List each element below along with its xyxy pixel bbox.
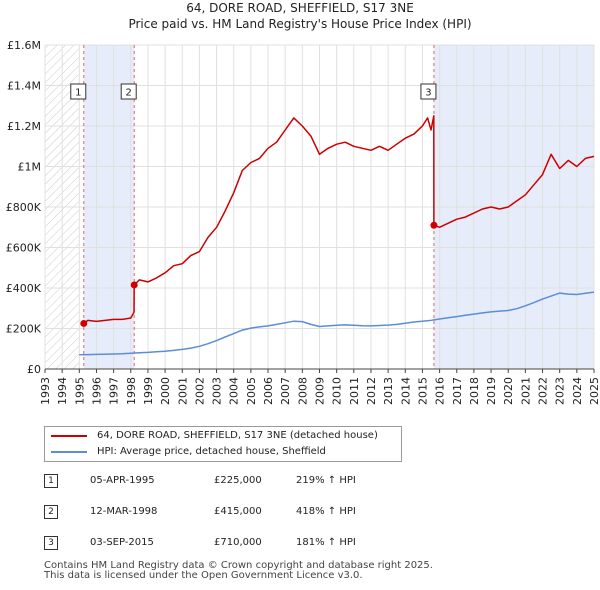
x-tick-label: 2020 — [502, 377, 515, 405]
x-tick-label: 2015 — [416, 377, 429, 405]
footer-line-2: This data is licensed under the Open Gov… — [44, 570, 363, 581]
x-tick-label: 2013 — [382, 377, 395, 405]
x-tick-label: 2022 — [537, 377, 550, 405]
transaction-hpi-change: 219% ↑ HPI — [296, 475, 356, 486]
transaction-point-3 — [430, 221, 438, 229]
footer-line-1: Contains HM Land Registry data © Crown c… — [44, 560, 433, 571]
x-tick-label: 2000 — [159, 377, 172, 405]
x-tick-label: 2001 — [176, 377, 189, 405]
y-tick-label: £1.4M — [7, 80, 41, 93]
x-tick-label: 2006 — [262, 377, 275, 405]
table-row: 3 03-SEP-2015 £710,000 181% ↑ HPI — [44, 536, 444, 552]
transaction-label-box-2 — [120, 83, 137, 100]
y-tick-label: £200K — [6, 323, 42, 336]
legend-label-property: 64, DORE ROAD, SHEFFIELD, S17 3NE (detac… — [97, 430, 378, 441]
transaction-hpi-change: 181% ↑ HPI — [296, 537, 356, 548]
table-row: 2 12-MAR-1998 £415,000 418% ↑ HPI — [44, 505, 444, 521]
x-tick-label: 2005 — [245, 377, 258, 405]
price-chart: 64, DORE ROAD, SHEFFIELD, S17 3NE Price … — [6, 1, 600, 405]
y-tick-label: £1.6M — [7, 39, 41, 52]
legend-label-hpi: HPI: Average price, detached house, Shef… — [97, 446, 326, 457]
y-tick-label: £1.2M — [7, 120, 41, 133]
x-tick-label: 2023 — [554, 377, 567, 405]
x-tick-label: 2024 — [571, 377, 584, 405]
x-tick-label: 2018 — [468, 377, 481, 405]
footer-attribution: Contains HM Land Registry data © Crown c… — [44, 561, 433, 581]
transaction-date: 03-SEP-2015 — [90, 537, 154, 548]
x-tick-label: 2021 — [519, 377, 532, 405]
x-tick-label: 1999 — [142, 377, 155, 405]
transaction-label-box-1 — [70, 83, 87, 100]
transaction-number: 2 — [44, 505, 58, 519]
x-tick-label: 2007 — [279, 377, 292, 405]
transaction-date: 12-MAR-1998 — [90, 506, 158, 517]
legend-swatch-hpi — [51, 450, 87, 453]
transaction-label-2: 2 — [126, 88, 132, 99]
legend-swatch-property — [51, 434, 87, 437]
table-row: 1 05-APR-1995 £225,000 219% ↑ HPI — [44, 474, 444, 490]
transaction-label-1: 1 — [75, 88, 81, 99]
x-tick-label: 1993 — [39, 377, 52, 405]
x-tick-label: 1996 — [90, 377, 103, 405]
property-price-line — [83, 115, 595, 325]
x-tick-label: 2025 — [588, 377, 600, 405]
transaction-number: 3 — [44, 536, 58, 550]
legend-item-hpi: HPI: Average price, detached house, Shef… — [51, 446, 326, 457]
x-tick-label: 2008 — [296, 377, 309, 405]
y-tick-label: £800K — [6, 201, 42, 214]
x-tick-label: 2003 — [211, 377, 224, 405]
transaction-label-3: 3 — [425, 88, 431, 99]
transaction-point-2 — [130, 281, 138, 289]
transaction-point-1 — [80, 319, 88, 327]
hpi-line — [79, 291, 595, 356]
x-tick-label: 2004 — [228, 377, 241, 405]
x-tick-label: 1995 — [73, 377, 86, 405]
transaction-price: £710,000 — [214, 537, 262, 548]
x-tick-label: 2014 — [399, 377, 412, 405]
chart-title: 64, DORE ROAD, SHEFFIELD, S17 3NE — [186, 1, 414, 15]
x-tick-label: 2010 — [331, 377, 344, 405]
x-tick-label: 1994 — [56, 377, 69, 405]
transaction-price: £225,000 — [214, 475, 262, 486]
x-tick-label: 2011 — [348, 377, 361, 405]
x-tick-label: 2009 — [314, 377, 327, 405]
chart-legend: 64, DORE ROAD, SHEFFIELD, S17 3NE (detac… — [44, 426, 402, 462]
x-tick-label: 1998 — [125, 377, 138, 405]
transaction-number: 1 — [44, 474, 58, 488]
transaction-date: 05-APR-1995 — [90, 475, 155, 486]
x-tick-label: 2017 — [451, 377, 464, 405]
transaction-hpi-change: 418% ↑ HPI — [296, 506, 356, 517]
legend-item-property: 64, DORE ROAD, SHEFFIELD, S17 3NE (detac… — [51, 430, 378, 441]
y-tick-label: £1M — [18, 161, 42, 174]
transaction-label-box-3 — [420, 83, 437, 100]
y-tick-label: £600K — [6, 242, 42, 255]
x-tick-label: 2016 — [434, 377, 447, 405]
y-tick-label: £0 — [27, 363, 41, 376]
x-tick-label: 1997 — [108, 377, 121, 405]
x-tick-label: 2012 — [365, 377, 378, 405]
y-tick-label: £400K — [6, 282, 42, 295]
chart-subtitle: Price paid vs. HM Land Registry's House … — [128, 17, 471, 31]
x-tick-label: 2002 — [193, 377, 206, 405]
x-tick-label: 2019 — [485, 377, 498, 405]
transaction-price: £415,000 — [214, 506, 262, 517]
